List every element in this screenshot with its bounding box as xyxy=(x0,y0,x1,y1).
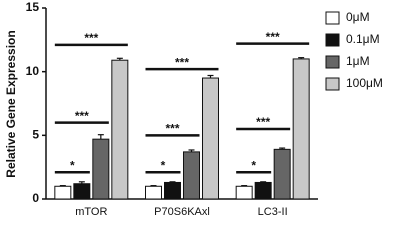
legend-label: 0.1μM xyxy=(346,32,380,46)
x-tick-label: P70S6KAxl xyxy=(154,206,210,218)
y-tick-label: 0 xyxy=(32,191,39,205)
x-tick-label: LC3-II xyxy=(258,206,288,218)
bar xyxy=(54,185,72,200)
bar xyxy=(73,183,91,200)
y-tick-label: 5 xyxy=(32,128,39,142)
y-axis-label: Relative Gene Expression xyxy=(4,30,18,177)
bar xyxy=(164,181,181,200)
bar xyxy=(254,181,272,200)
legend-swatch xyxy=(325,11,340,25)
legend-label: 1μM xyxy=(346,54,370,68)
significance-label: * xyxy=(70,158,75,172)
x-tick-label: mTOR xyxy=(75,206,107,218)
legend-swatch xyxy=(325,33,340,47)
bar xyxy=(235,185,253,200)
bar xyxy=(273,148,291,200)
significance-label: *** xyxy=(256,115,270,129)
legend-label: 0μM xyxy=(346,10,370,24)
significance-label: *** xyxy=(84,31,98,45)
bar xyxy=(292,58,310,200)
significance-label: * xyxy=(251,158,256,172)
significance-label: *** xyxy=(175,55,189,69)
y-tick-label: 10 xyxy=(26,64,40,78)
bar xyxy=(111,59,129,200)
bar xyxy=(183,151,200,200)
y-tick-label: 15 xyxy=(26,0,40,14)
legend-swatch xyxy=(325,77,340,91)
chart: Relative Gene Expression 051015mTOR*****… xyxy=(4,0,383,218)
legend-swatch xyxy=(325,55,340,69)
significance-label: * xyxy=(161,158,166,172)
significance-label: *** xyxy=(75,109,89,123)
bar xyxy=(145,185,162,200)
significance-label: *** xyxy=(165,122,179,136)
significance-label: *** xyxy=(266,30,280,44)
legend-label: 100μM xyxy=(346,76,383,90)
bar xyxy=(92,138,110,200)
bar xyxy=(202,77,219,200)
